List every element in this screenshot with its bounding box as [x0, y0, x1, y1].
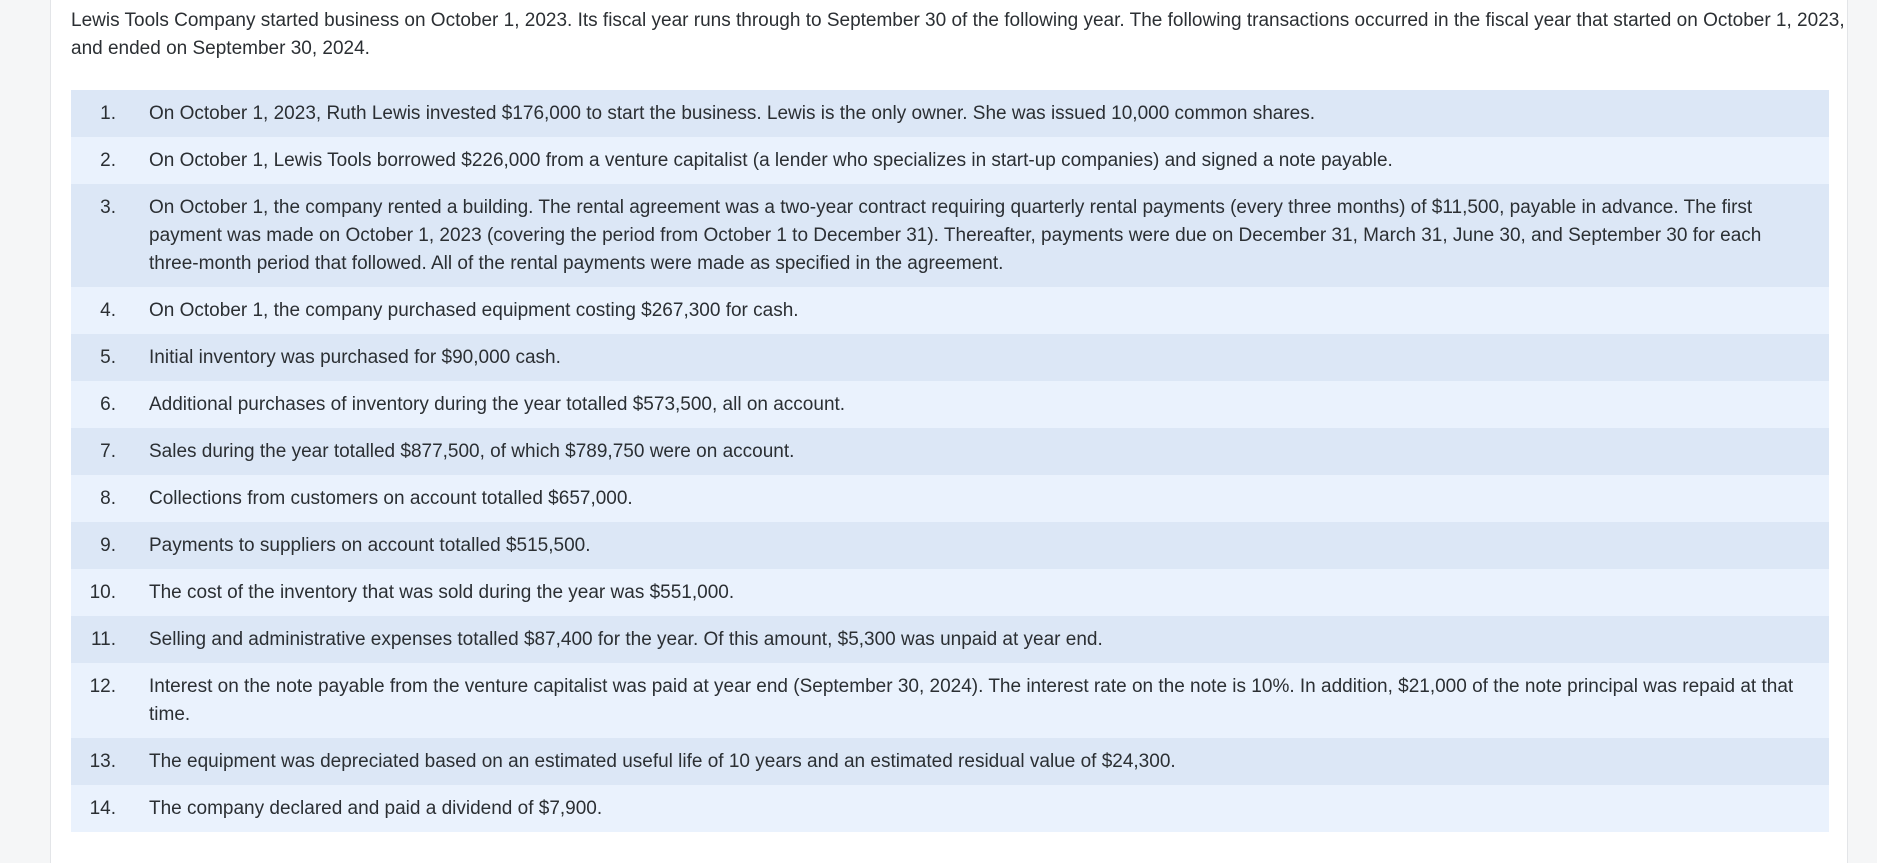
item-text: On October 1, the company rented a build… [149, 197, 1762, 274]
item-number: 4. [100, 300, 116, 321]
list-item: 4. On October 1, the company purchased e… [71, 287, 1829, 334]
item-number: 7. [100, 441, 116, 462]
item-text: Initial inventory was purchased for $90,… [149, 347, 561, 368]
item-number: 12. [89, 676, 116, 697]
item-text: Additional purchases of inventory during… [149, 394, 846, 415]
list-item: 14. The company declared and paid a divi… [71, 785, 1829, 832]
item-number: 8. [100, 488, 116, 509]
item-text: Interest on the note payable from the ve… [149, 676, 1794, 725]
item-number: 10. [89, 582, 116, 603]
list-item: 8. Collections from customers on account… [71, 475, 1829, 522]
item-text: On October 1, the company purchased equi… [149, 300, 799, 321]
item-text: Payments to suppliers on account totalle… [149, 535, 591, 556]
item-text: The cost of the inventory that was sold … [149, 582, 735, 603]
item-text: On October 1, Lewis Tools borrowed $226,… [149, 150, 1393, 171]
item-number: 1. [100, 103, 116, 124]
list-item: 6. Additional purchases of inventory dur… [71, 381, 1829, 428]
item-text: On October 1, 2023, Ruth Lewis invested … [149, 103, 1315, 124]
item-number: 13. [89, 751, 116, 772]
item-number: 11. [90, 629, 116, 650]
list-item: 2. On October 1, Lewis Tools borrowed $2… [71, 137, 1829, 184]
list-item: 13. The equipment was depreciated based … [71, 738, 1829, 785]
list-item: 5. Initial inventory was purchased for $… [71, 334, 1829, 381]
list-item: 7. Sales during the year totalled $877,5… [71, 428, 1829, 475]
item-text: Sales during the year totalled $877,500,… [149, 441, 795, 462]
item-text: Selling and administrative expenses tota… [149, 629, 1103, 650]
list-item: 3. On October 1, the company rented a bu… [71, 184, 1829, 287]
item-text: The company declared and paid a dividend… [149, 798, 603, 819]
item-number: 6. [100, 394, 116, 415]
item-number: 5. [100, 347, 116, 368]
item-number: 3. [100, 197, 116, 218]
transaction-list: 1. On October 1, 2023, Ruth Lewis invest… [71, 90, 1829, 832]
item-number: 9. [100, 535, 116, 556]
list-item: 10. The cost of the inventory that was s… [71, 569, 1829, 616]
item-number: 14. [89, 798, 116, 819]
list-item: 9. Payments to suppliers on account tota… [71, 522, 1829, 569]
intro-paragraph: Lewis Tools Company started business on … [71, 10, 1845, 59]
content-panel: Lewis Tools Company started business on … [50, 0, 1848, 863]
list-item: 12. Interest on the note payable from th… [71, 663, 1829, 738]
item-number: 2. [100, 150, 116, 171]
item-text: Collections from customers on account to… [149, 488, 633, 509]
list-item: 1. On October 1, 2023, Ruth Lewis invest… [71, 90, 1829, 137]
item-text: The equipment was depreciated based on a… [149, 751, 1176, 772]
list-item: 11. Selling and administrative expenses … [71, 616, 1829, 663]
